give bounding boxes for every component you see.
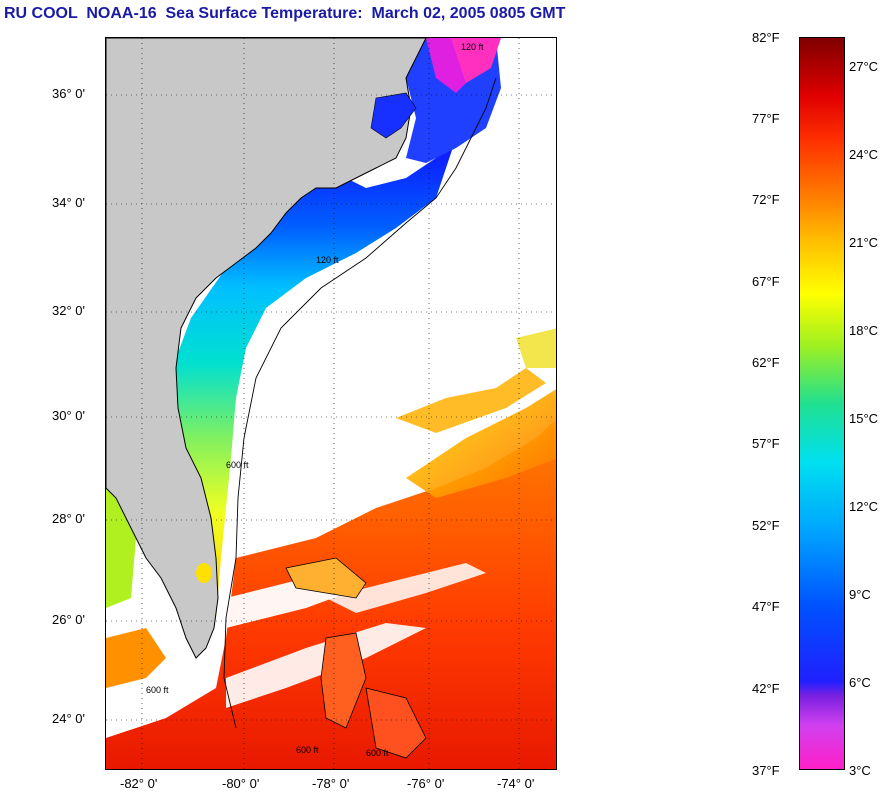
- celsius-label: 21°C: [849, 235, 879, 250]
- land-mass: [106, 38, 427, 659]
- fahrenheit-label: 52°F: [752, 518, 780, 533]
- sst-map: 120 ft 120 ft 600 ft 600 ft 600 ft 600 f…: [105, 37, 557, 770]
- celsius-label: 27°C: [849, 59, 879, 74]
- contour-label: 120 ft: [316, 255, 339, 265]
- sst-map-image: 120 ft 120 ft 600 ft 600 ft 600 ft 600 f…: [106, 38, 556, 769]
- map-title: RU COOL NOAA-16 Sea Surface Temperature:…: [4, 5, 566, 22]
- fahrenheit-label: 62°F: [752, 355, 780, 370]
- celsius-label: 18°C: [849, 323, 879, 338]
- celsius-label: 15°C: [849, 411, 879, 426]
- lon-label: -80° 0': [222, 776, 260, 791]
- lat-label: 30° 0': [52, 408, 85, 423]
- celsius-label: 3°C: [849, 763, 871, 778]
- celsius-label: 9°C: [849, 587, 871, 602]
- fahrenheit-label: 77°F: [752, 111, 780, 126]
- lat-label: 24° 0': [52, 711, 85, 726]
- fahrenheit-label: 82°F: [752, 30, 780, 45]
- lat-label: 26° 0': [52, 612, 85, 627]
- lon-label: -76° 0': [407, 776, 445, 791]
- lat-label: 36° 0': [52, 86, 85, 101]
- celsius-label: 12°C: [849, 499, 879, 514]
- contour-label: 600 ft: [296, 745, 319, 755]
- fahrenheit-label: 72°F: [752, 192, 780, 207]
- contour-label: 600 ft: [146, 685, 169, 695]
- contour-label: 120 ft: [461, 42, 484, 52]
- lat-label: 28° 0': [52, 511, 85, 526]
- fahrenheit-label: 42°F: [752, 681, 780, 696]
- fahrenheit-label: 67°F: [752, 274, 780, 289]
- lat-label: 32° 0': [52, 303, 85, 318]
- depth-contour: [223, 77, 497, 729]
- contour-label: 600 ft: [226, 460, 249, 470]
- temperature-colorbar: [799, 37, 845, 770]
- shelf-water: [176, 138, 456, 638]
- contour-label: 600 ft: [366, 748, 389, 758]
- lon-label: -74° 0': [497, 776, 535, 791]
- fahrenheit-label: 47°F: [752, 599, 780, 614]
- lon-label: -82° 0': [120, 776, 158, 791]
- graticule: [106, 38, 556, 769]
- celsius-label: 6°C: [849, 675, 871, 690]
- lon-label: -78° 0': [312, 776, 350, 791]
- celsius-label: 24°C: [849, 147, 879, 162]
- fahrenheit-label: 37°F: [752, 763, 780, 778]
- fahrenheit-label: 57°F: [752, 436, 780, 451]
- lat-label: 34° 0': [52, 195, 85, 210]
